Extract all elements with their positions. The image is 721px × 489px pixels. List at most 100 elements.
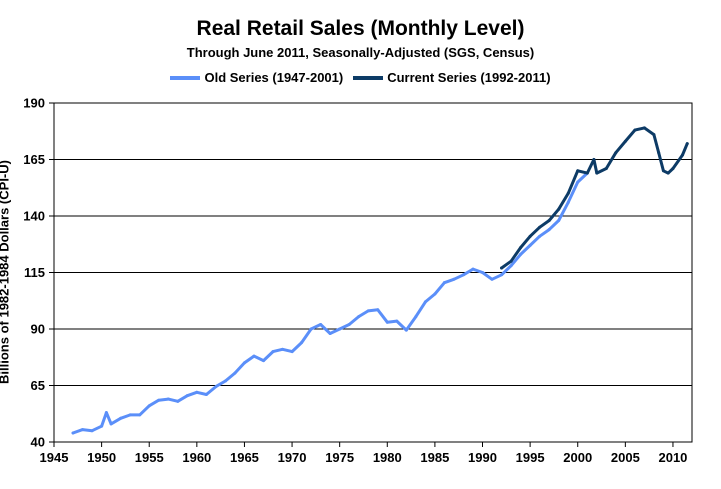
data-point-0-0: [71, 431, 75, 435]
x-tick-label-2005: 2005: [611, 450, 640, 465]
data-point-0-25: [300, 341, 304, 345]
data-point-0-44: [481, 271, 485, 274]
x-tick-label-2010: 2010: [658, 450, 687, 465]
data-point-1-4: [538, 225, 542, 229]
x-tick-label-1985: 1985: [420, 450, 449, 465]
data-point-1-14: [623, 139, 627, 143]
data-point-0-31: [357, 315, 361, 319]
data-point-0-52: [557, 219, 561, 223]
data-point-0-54: [576, 180, 580, 184]
data-point-1-5: [547, 219, 551, 223]
data-point-1-20: [666, 171, 670, 175]
y-tick-label-190: 190: [23, 96, 45, 111]
y-tick-label-115: 115: [24, 265, 45, 280]
data-point-1-13: [614, 151, 618, 155]
data-point-0-9: [147, 404, 151, 408]
legend: Old Series (1947-2001) Current Series (1…: [0, 70, 721, 85]
data-point-0-16: [214, 385, 218, 389]
data-point-0-37: [414, 315, 418, 319]
data-point-1-10: [592, 158, 596, 161]
data-point-0-33: [376, 308, 380, 312]
data-point-0-5: [109, 422, 113, 426]
data-point-0-1: [81, 428, 85, 432]
x-tick-label-1960: 1960: [182, 450, 211, 465]
x-tick-label-1995: 1995: [516, 450, 545, 465]
data-point-0-40: [442, 281, 446, 285]
x-tick-label-1975: 1975: [325, 450, 354, 465]
data-point-0-41: [452, 277, 456, 281]
chart-subtitle: Through June 2011, Seasonally-Adjusted (…: [186, 45, 535, 60]
data-point-0-51: [547, 228, 551, 232]
x-tick-label-1955: 1955: [135, 450, 164, 465]
data-point-0-19: [242, 361, 246, 365]
data-point-0-48: [519, 252, 523, 256]
x-tick-label-2000: 2000: [563, 450, 592, 465]
data-point-0-26: [309, 327, 313, 331]
data-point-0-29: [338, 327, 342, 331]
data-point-0-36: [404, 328, 408, 332]
data-point-0-27: [319, 322, 323, 326]
data-point-0-12: [176, 399, 180, 403]
data-point-0-15: [204, 393, 208, 397]
y-tick-label-65: 65: [31, 378, 45, 393]
data-point-0-53: [566, 200, 570, 204]
legend-item-old-series: Old Series (1947-2001): [170, 70, 343, 85]
data-point-1-23: [685, 142, 689, 146]
legend-item-current-series: Current Series (1992-2011): [353, 70, 551, 85]
data-point-0-46: [500, 273, 504, 277]
data-point-1-19: [661, 169, 665, 173]
data-point-1-18: [657, 151, 661, 155]
x-tick-label-1970: 1970: [278, 450, 307, 465]
data-point-1-17: [652, 133, 656, 137]
data-point-0-23: [281, 347, 285, 351]
y-tick-label-165: 165: [23, 152, 45, 167]
data-point-1-1: [509, 259, 513, 263]
data-point-0-22: [271, 350, 275, 354]
data-point-0-11: [166, 397, 170, 401]
data-point-1-3: [528, 234, 532, 238]
x-tick-label-1980: 1980: [373, 450, 402, 465]
data-point-1-7: [566, 191, 570, 195]
data-point-0-49: [528, 243, 532, 247]
data-point-1-11: [595, 171, 599, 175]
data-point-1-15: [633, 128, 637, 132]
data-point-0-45: [490, 277, 494, 281]
x-tick-label-1950: 1950: [87, 450, 116, 465]
data-point-0-14: [195, 390, 199, 394]
data-point-0-10: [157, 398, 161, 402]
data-point-0-20: [252, 354, 256, 358]
y-tick-label-140: 140: [23, 209, 45, 224]
data-point-1-9: [585, 171, 589, 175]
data-point-0-8: [138, 413, 142, 417]
data-point-0-38: [423, 300, 427, 304]
legend-label-old-series: Old Series (1947-2001): [204, 70, 344, 85]
data-point-1-6: [557, 207, 561, 211]
data-point-0-39: [433, 292, 437, 296]
data-point-0-43: [471, 267, 475, 271]
data-point-0-2: [90, 429, 94, 433]
x-tick-label-1965: 1965: [230, 450, 259, 465]
data-point-0-50: [538, 234, 542, 238]
data-point-0-34: [385, 320, 389, 324]
data-point-0-21: [261, 359, 265, 363]
data-point-0-42: [461, 273, 465, 277]
legend-label-current-series: Current Series (1992-2011): [387, 70, 551, 85]
data-point-0-7: [128, 413, 132, 417]
data-point-0-13: [185, 394, 189, 398]
data-point-1-16: [642, 126, 646, 130]
data-point-0-30: [347, 322, 351, 326]
data-point-0-28: [328, 332, 332, 336]
chart-title: Real Retail Sales (Monthly Level): [196, 17, 525, 40]
data-point-0-32: [366, 309, 370, 313]
data-point-0-24: [290, 350, 294, 354]
data-point-0-3: [100, 424, 104, 428]
data-point-1-2: [519, 246, 523, 250]
y-tick-label-40: 40: [31, 435, 45, 450]
data-point-0-18: [233, 371, 237, 375]
x-tick-label-1990: 1990: [468, 450, 497, 465]
data-point-1-12: [604, 167, 608, 171]
legend-swatch-old-series: [170, 75, 201, 80]
data-point-0-47: [509, 264, 513, 268]
data-point-1-21: [671, 167, 675, 171]
